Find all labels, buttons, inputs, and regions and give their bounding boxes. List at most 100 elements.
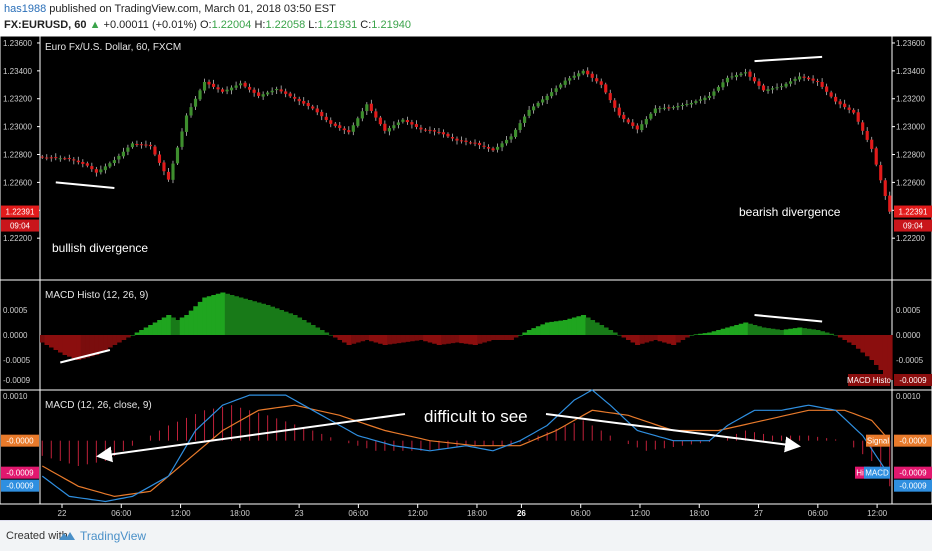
histo-bar: [698, 333, 704, 335]
histo-tick-label-right: -0.0005: [896, 356, 924, 365]
author-link[interactable]: has1988: [4, 3, 47, 15]
histo-bar: [274, 308, 280, 335]
symbol-label: FX:EURUSD, 60: [4, 19, 87, 31]
candle-body: [396, 122, 400, 126]
candle-body: [802, 76, 806, 78]
candle-body: [698, 99, 702, 101]
candle: [72, 157, 76, 165]
candle: [220, 87, 225, 94]
candle-body: [211, 83, 216, 87]
candle: [405, 116, 409, 125]
candle: [153, 144, 157, 157]
candle-body: [766, 89, 770, 92]
candle: [640, 120, 644, 133]
candle: [58, 155, 62, 162]
candle-body: [743, 72, 748, 74]
candle-body: [852, 109, 856, 113]
histo-bar: [85, 335, 91, 358]
candle: [811, 75, 815, 84]
candle-body: [798, 76, 802, 80]
histo-last-label-right: -0.0009: [899, 376, 927, 385]
histo-bar: [468, 335, 474, 345]
candle-body: [680, 105, 684, 107]
histo-tick-label-right: 0.0000: [896, 331, 921, 340]
candle: [45, 154, 49, 161]
symbol-info: FX:EURUSD, 60 ▲ +0.00011 (+0.01%) O:1.22…: [4, 19, 411, 31]
candle-body: [825, 86, 829, 92]
candle: [599, 78, 603, 89]
candle-body: [320, 111, 324, 117]
histo-bar: [310, 325, 316, 335]
candle-body: [590, 73, 594, 78]
candle: [202, 78, 207, 94]
candle: [793, 76, 797, 85]
candle-body: [500, 143, 504, 148]
candle-body: [67, 158, 71, 160]
histo-bar: [481, 335, 487, 343]
histo-bar: [94, 335, 100, 355]
candle: [216, 84, 220, 93]
candle: [667, 104, 671, 111]
histo-bar: [423, 335, 429, 342]
candle-body: [563, 80, 567, 85]
candle: [748, 69, 752, 81]
close-label: C:: [360, 19, 372, 31]
candle-body: [180, 131, 184, 147]
histo-bar: [842, 335, 848, 340]
candle-body: [843, 103, 847, 108]
macd-val-right: -0.0009: [899, 482, 927, 491]
candle-body: [302, 100, 306, 104]
candle-body: [315, 108, 319, 113]
difficult-to-see-label: difficult to see: [424, 407, 528, 426]
candle: [608, 89, 612, 103]
publish-header: has1988 published on TradingView.com, Ma…: [0, 0, 932, 36]
candle: [387, 125, 391, 136]
candle-body: [599, 81, 603, 85]
histo-bar: [526, 330, 532, 335]
macd-his-right: -0.0009: [899, 469, 927, 478]
candle-body: [879, 165, 883, 181]
histo-bar: [477, 335, 483, 344]
histo-bar: [779, 330, 785, 335]
chart-area[interactable]: 1.23600 1.23600 1.23400 1.23400 1.23200 1.232…: [0, 35, 932, 520]
histo-bar: [707, 332, 713, 335]
price-tick-label-left: 1.23400: [3, 67, 32, 76]
candle-body: [707, 95, 712, 98]
candle: [369, 99, 373, 114]
candle-body: [90, 166, 94, 170]
histo-bar: [283, 311, 289, 335]
candle: [626, 117, 630, 125]
histo-bar: [314, 327, 321, 335]
histo-bar: [260, 303, 266, 335]
candle-body: [671, 107, 675, 109]
candle: [441, 129, 446, 138]
histo-bar: [251, 301, 257, 335]
chart-svg[interactable]: 1.23600 1.23600 1.23400 1.23400 1.23200 1.232…: [0, 35, 932, 520]
tradingview-brand[interactable]: TradingView: [80, 529, 147, 543]
candle: [622, 112, 626, 123]
histo-bar: [67, 335, 73, 357]
x-tick-label: 27: [754, 509, 763, 518]
candle-body: [730, 76, 734, 78]
candle-body: [757, 81, 761, 86]
candle-body: [694, 101, 698, 103]
candle: [356, 116, 360, 128]
macd-his-badge-right: [894, 466, 932, 479]
histo-bar: [179, 317, 185, 335]
candle-body: [770, 88, 775, 90]
candle-body: [423, 129, 428, 131]
candle: [108, 161, 112, 169]
histo-bar: [188, 310, 194, 335]
histo-bar: [360, 335, 366, 342]
histo-bar: [256, 302, 262, 335]
candle-body: [49, 157, 53, 159]
candle: [486, 144, 491, 152]
histo-trendline-low: [60, 349, 111, 364]
histo-bar: [486, 335, 492, 342]
candle-body: [284, 91, 288, 94]
histo-bar: [134, 332, 140, 335]
price-tick-label-right: 1.23200: [896, 95, 925, 104]
histo-bar: [224, 293, 230, 335]
candle-body: [410, 122, 414, 125]
candle-body: [108, 163, 112, 167]
